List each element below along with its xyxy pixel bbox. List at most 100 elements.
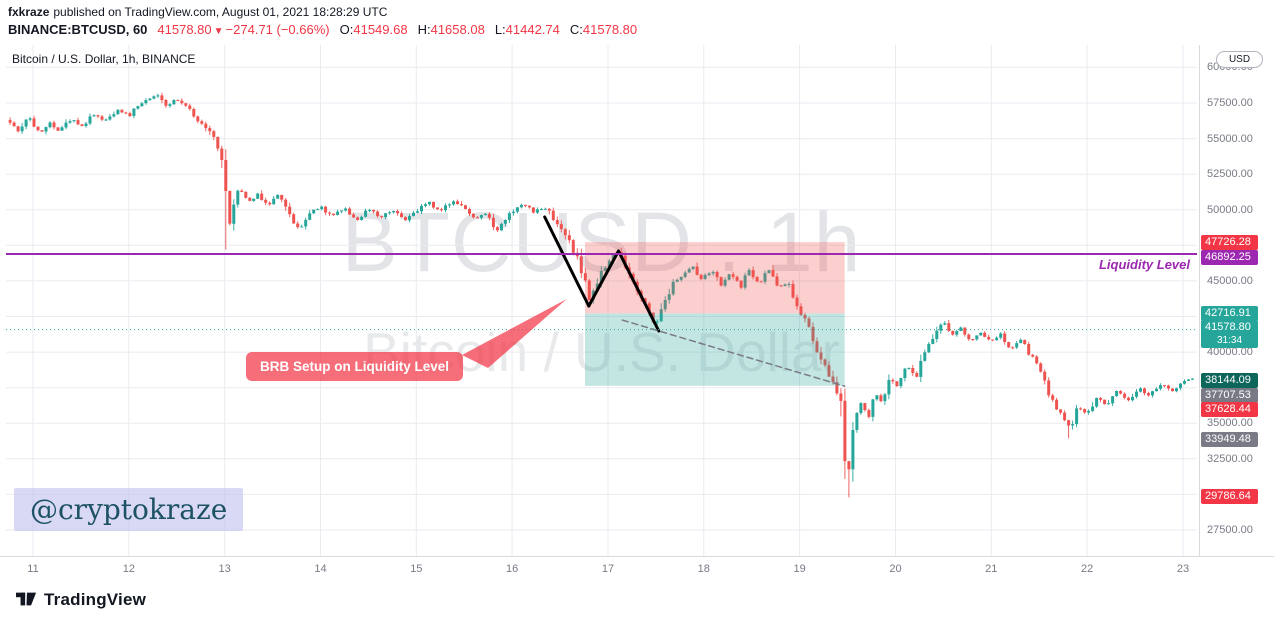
ohlc-close: C:41578.80 xyxy=(569,22,638,37)
candle xyxy=(416,208,419,214)
candle xyxy=(583,267,587,283)
candle xyxy=(871,399,875,422)
candle xyxy=(192,107,196,118)
candle xyxy=(511,209,515,216)
candle xyxy=(60,125,64,131)
price-axis-badge: 29786.64 xyxy=(1201,488,1258,504)
candle xyxy=(1159,383,1162,391)
chart-legend[interactable]: Bitcoin / U.S. Dollar, 1h, BINANCE xyxy=(12,52,196,66)
candle xyxy=(1167,384,1170,391)
price-axis[interactable]: 60000.0057500.0055000.0052500.0050000.00… xyxy=(1199,45,1274,556)
candle xyxy=(1075,404,1079,428)
candle xyxy=(523,204,527,208)
candle xyxy=(1147,391,1150,397)
candle xyxy=(284,198,288,211)
candle xyxy=(288,202,292,217)
candle xyxy=(24,119,28,130)
candle xyxy=(1107,399,1111,405)
time-axis[interactable]: 11 12 13 14 15 16 17 18 19 20 21 22 23 xyxy=(0,556,1274,582)
candle xyxy=(807,316,811,328)
candle xyxy=(1143,387,1146,396)
candle xyxy=(707,272,711,277)
candle xyxy=(344,207,348,212)
retrace-zigzag-line[interactable] xyxy=(587,249,661,333)
candle xyxy=(1091,402,1095,413)
candle xyxy=(48,121,52,129)
candle xyxy=(1015,341,1019,349)
time-axis-label: 14 xyxy=(314,563,327,575)
descending-dashed-line[interactable] xyxy=(621,319,846,387)
candle xyxy=(771,265,775,277)
candle xyxy=(328,211,332,216)
candle xyxy=(240,189,244,193)
candle xyxy=(132,108,136,119)
candle xyxy=(847,460,851,498)
candle xyxy=(276,194,280,199)
time-axis-label: 17 xyxy=(601,563,615,575)
candle xyxy=(991,339,995,342)
candle xyxy=(875,394,879,401)
candle xyxy=(272,196,276,205)
candle xyxy=(1123,392,1127,400)
candle xyxy=(895,381,899,387)
candle xyxy=(911,365,915,377)
candle xyxy=(1127,396,1130,402)
quote-bar: BINANCE:BTCUSD, 60 41578.80 ▼ −274.71 (−0.6… xyxy=(8,22,637,37)
candle xyxy=(1051,393,1055,402)
down-arrow-icon: ▼ xyxy=(213,26,224,37)
candle xyxy=(791,280,795,299)
candle xyxy=(547,208,551,215)
candle xyxy=(64,119,68,130)
candle xyxy=(515,207,519,214)
candle xyxy=(935,326,939,343)
demand-zone-rect[interactable] xyxy=(585,313,845,386)
candle xyxy=(244,191,248,199)
candle xyxy=(867,408,871,419)
candle xyxy=(739,279,743,290)
candle xyxy=(1183,379,1186,385)
candle xyxy=(699,273,703,281)
candle xyxy=(172,99,176,105)
candle xyxy=(96,114,100,119)
candle xyxy=(168,103,172,108)
candle xyxy=(855,412,859,433)
candle xyxy=(475,216,479,219)
candle xyxy=(448,203,451,208)
candle xyxy=(683,270,687,279)
candle xyxy=(899,377,903,389)
time-axis-label: 13 xyxy=(218,563,231,575)
candle xyxy=(959,326,963,332)
candle xyxy=(827,361,831,377)
candle xyxy=(1187,379,1190,381)
impulse-down-line[interactable] xyxy=(543,215,591,308)
candle xyxy=(380,215,384,219)
price-axis-label: 40000.00 xyxy=(1207,346,1253,359)
price-axis-badge: 46892.25 xyxy=(1201,249,1258,265)
supply-zone-rect[interactable] xyxy=(585,242,845,314)
candle xyxy=(1043,369,1047,385)
candle xyxy=(947,320,951,332)
candle xyxy=(444,203,447,213)
candle xyxy=(44,126,48,135)
liquidity-level-label: Liquidity Level xyxy=(1098,257,1190,272)
currency-toggle-button[interactable]: USD xyxy=(1216,51,1263,68)
callout-note[interactable]: BRB Setup on Liquidity Level xyxy=(246,352,464,381)
candle xyxy=(859,402,863,415)
candle xyxy=(971,338,975,341)
candle xyxy=(372,209,376,214)
candle xyxy=(320,205,324,211)
candle xyxy=(104,118,108,121)
candle xyxy=(16,125,20,133)
candle xyxy=(1007,341,1011,348)
candle xyxy=(52,120,56,130)
candle xyxy=(571,239,575,256)
candle xyxy=(787,282,791,288)
candle xyxy=(1119,390,1123,395)
candle xyxy=(931,334,935,345)
time-axis-label: 11 xyxy=(27,563,39,575)
candle xyxy=(903,367,907,382)
price-axis-badge: 33949.48 xyxy=(1201,431,1258,447)
candle xyxy=(979,332,983,336)
